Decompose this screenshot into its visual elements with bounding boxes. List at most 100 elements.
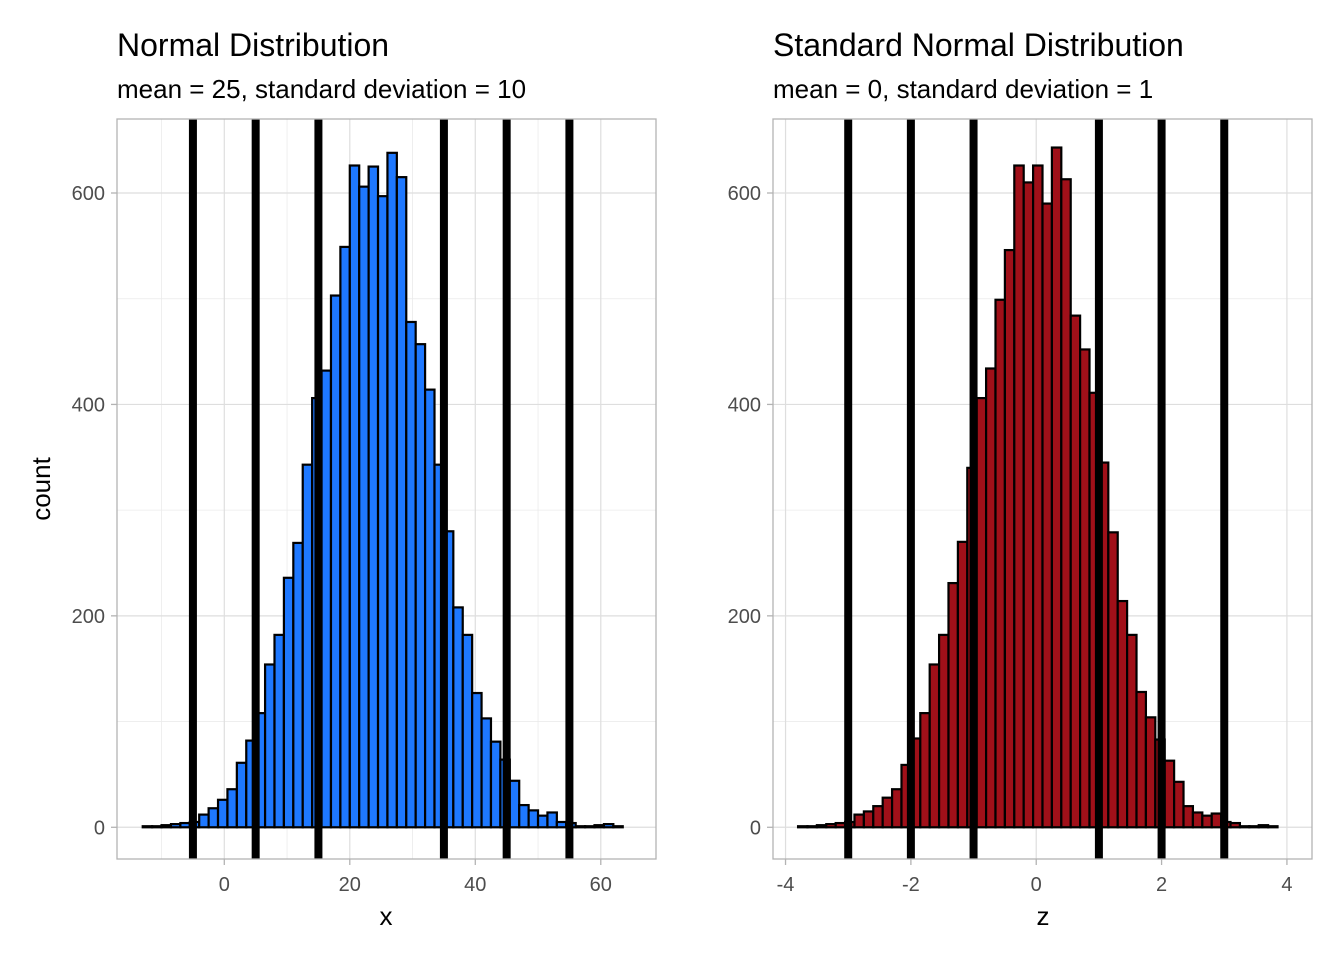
right-histogram-bar (1126, 633, 1138, 829)
right-histogram-bar (1060, 178, 1072, 829)
right-histogram-bar (937, 633, 950, 829)
left-histogram-bar (151, 825, 163, 829)
right-histogram-bar (1144, 716, 1157, 829)
left-histogram-bar (414, 343, 427, 829)
left-x-tick-label: 0 (219, 874, 230, 896)
left-histogram-bar (141, 825, 154, 829)
left-y-tick-label: 600 (72, 183, 105, 205)
left-histogram-bar (583, 825, 596, 829)
left-histogram-bar (574, 825, 587, 829)
right-histogram-bar (1173, 780, 1185, 829)
left-histogram-bar (518, 803, 530, 829)
left-histogram-bar (376, 195, 389, 829)
left-histogram-bar (226, 788, 238, 829)
right-histogram-bar (1267, 825, 1279, 829)
right-histogram-bar (890, 788, 903, 829)
left-histogram-bar (216, 798, 229, 829)
left-histogram-bar (320, 369, 333, 829)
left-histogram-bar (329, 294, 342, 829)
right-plot-area: -4 -2 0 2 4 0 200 400 600 (728, 118, 1313, 896)
right-histogram-bar (1041, 202, 1054, 829)
right-histogram-bar (1210, 812, 1223, 829)
right-histogram-bar (1191, 811, 1204, 829)
left-histogram-bar (169, 823, 182, 829)
left-y-tick-label: 200 (72, 606, 105, 628)
right-histogram-bar (872, 805, 884, 829)
right-histogram-bar (1107, 531, 1119, 829)
right-histogram-bar (881, 796, 894, 829)
right-histogram-bar (947, 581, 959, 829)
left-histogram-bar (527, 809, 540, 829)
right-histogram-bar (1248, 825, 1260, 829)
right-panel-border (772, 118, 1313, 860)
left-chart-title: Normal Distribution (117, 27, 389, 63)
right-histogram-bar (956, 540, 969, 829)
right-histogram-bar (1003, 248, 1016, 829)
right-chart: Standard Normal Distribution mean = 0, s… (728, 27, 1313, 931)
left-y-tick-label: 0 (94, 817, 105, 839)
left-x-tick-label: 60 (590, 874, 612, 896)
left-histogram-bar (536, 814, 549, 829)
right-y-tick-label: 400 (728, 394, 761, 416)
right-x-tick-label: -2 (902, 874, 920, 896)
left-histogram-bar (282, 576, 295, 829)
left-histogram-bar (452, 606, 464, 829)
right-histogram-bar (1050, 146, 1063, 829)
right-histogram-bar (1079, 348, 1091, 829)
left-histogram-bar (386, 151, 398, 829)
left-chart: Normal Distribution mean = 25, standard … (26, 27, 657, 931)
right-histogram-bar (825, 823, 837, 829)
left-histogram-bar (480, 717, 493, 829)
right-histogram-bar (928, 663, 941, 829)
left-histogram-bar (358, 185, 370, 829)
right-histogram-bar (862, 810, 875, 829)
right-x-axis-title: z (1037, 901, 1050, 931)
left-panel-border (116, 118, 657, 860)
right-histogram-bar (834, 821, 847, 829)
right-x-tick-label: 4 (1281, 874, 1292, 896)
right-histogram-bar (1135, 690, 1148, 829)
left-histogram-bar (367, 165, 380, 829)
left-histogram-bar (489, 740, 502, 829)
right-histogram-bar (1163, 759, 1176, 829)
left-histogram-bar (301, 463, 314, 829)
right-histogram-bar (853, 813, 865, 829)
left-histogram-bar (405, 320, 417, 829)
right-histogram-bar (806, 825, 818, 829)
right-x-tick-label: 0 (1031, 874, 1042, 896)
right-x-tick-label: -4 (777, 874, 795, 896)
right-histogram-bar (1116, 599, 1129, 829)
left-histogram-bar (198, 813, 210, 829)
left-histogram-bar (471, 691, 483, 829)
left-histogram-bar (273, 633, 286, 829)
left-x-axis-title: x (380, 901, 393, 931)
left-histogram-bar (292, 541, 304, 829)
left-histogram-bar (348, 164, 361, 829)
right-y-tick-label: 0 (750, 817, 761, 839)
right-histogram-bar (1022, 181, 1035, 829)
right-y-tick-label: 200 (728, 606, 761, 628)
left-histogram-bar (508, 779, 521, 829)
right-histogram-bar (984, 367, 997, 829)
right-histogram-bar (796, 825, 809, 829)
right-histogram-bar (1069, 314, 1082, 829)
right-chart-subtitle: mean = 0, standard deviation = 1 (773, 74, 1153, 104)
right-histogram-bar (919, 712, 931, 829)
left-chart-subtitle: mean = 25, standard deviation = 10 (117, 74, 526, 104)
left-x-tick-label: 40 (464, 874, 486, 896)
right-chart-title: Standard Normal Distribution (773, 27, 1184, 63)
left-histogram-bar (546, 811, 558, 829)
right-histogram-bar (815, 824, 828, 829)
left-histogram-bar (160, 824, 173, 829)
right-histogram-bar (994, 298, 1006, 829)
left-histogram-bar (612, 825, 624, 829)
right-x-tick-label: 2 (1156, 874, 1167, 896)
left-histogram-bar (423, 388, 436, 829)
left-histogram-bar (263, 663, 276, 829)
left-histogram-bar (395, 176, 408, 829)
left-histogram-bar (593, 824, 606, 829)
right-y-tick-label: 600 (728, 183, 761, 205)
right-histogram-bar (975, 396, 988, 829)
right-histogram-bar (1013, 164, 1025, 829)
